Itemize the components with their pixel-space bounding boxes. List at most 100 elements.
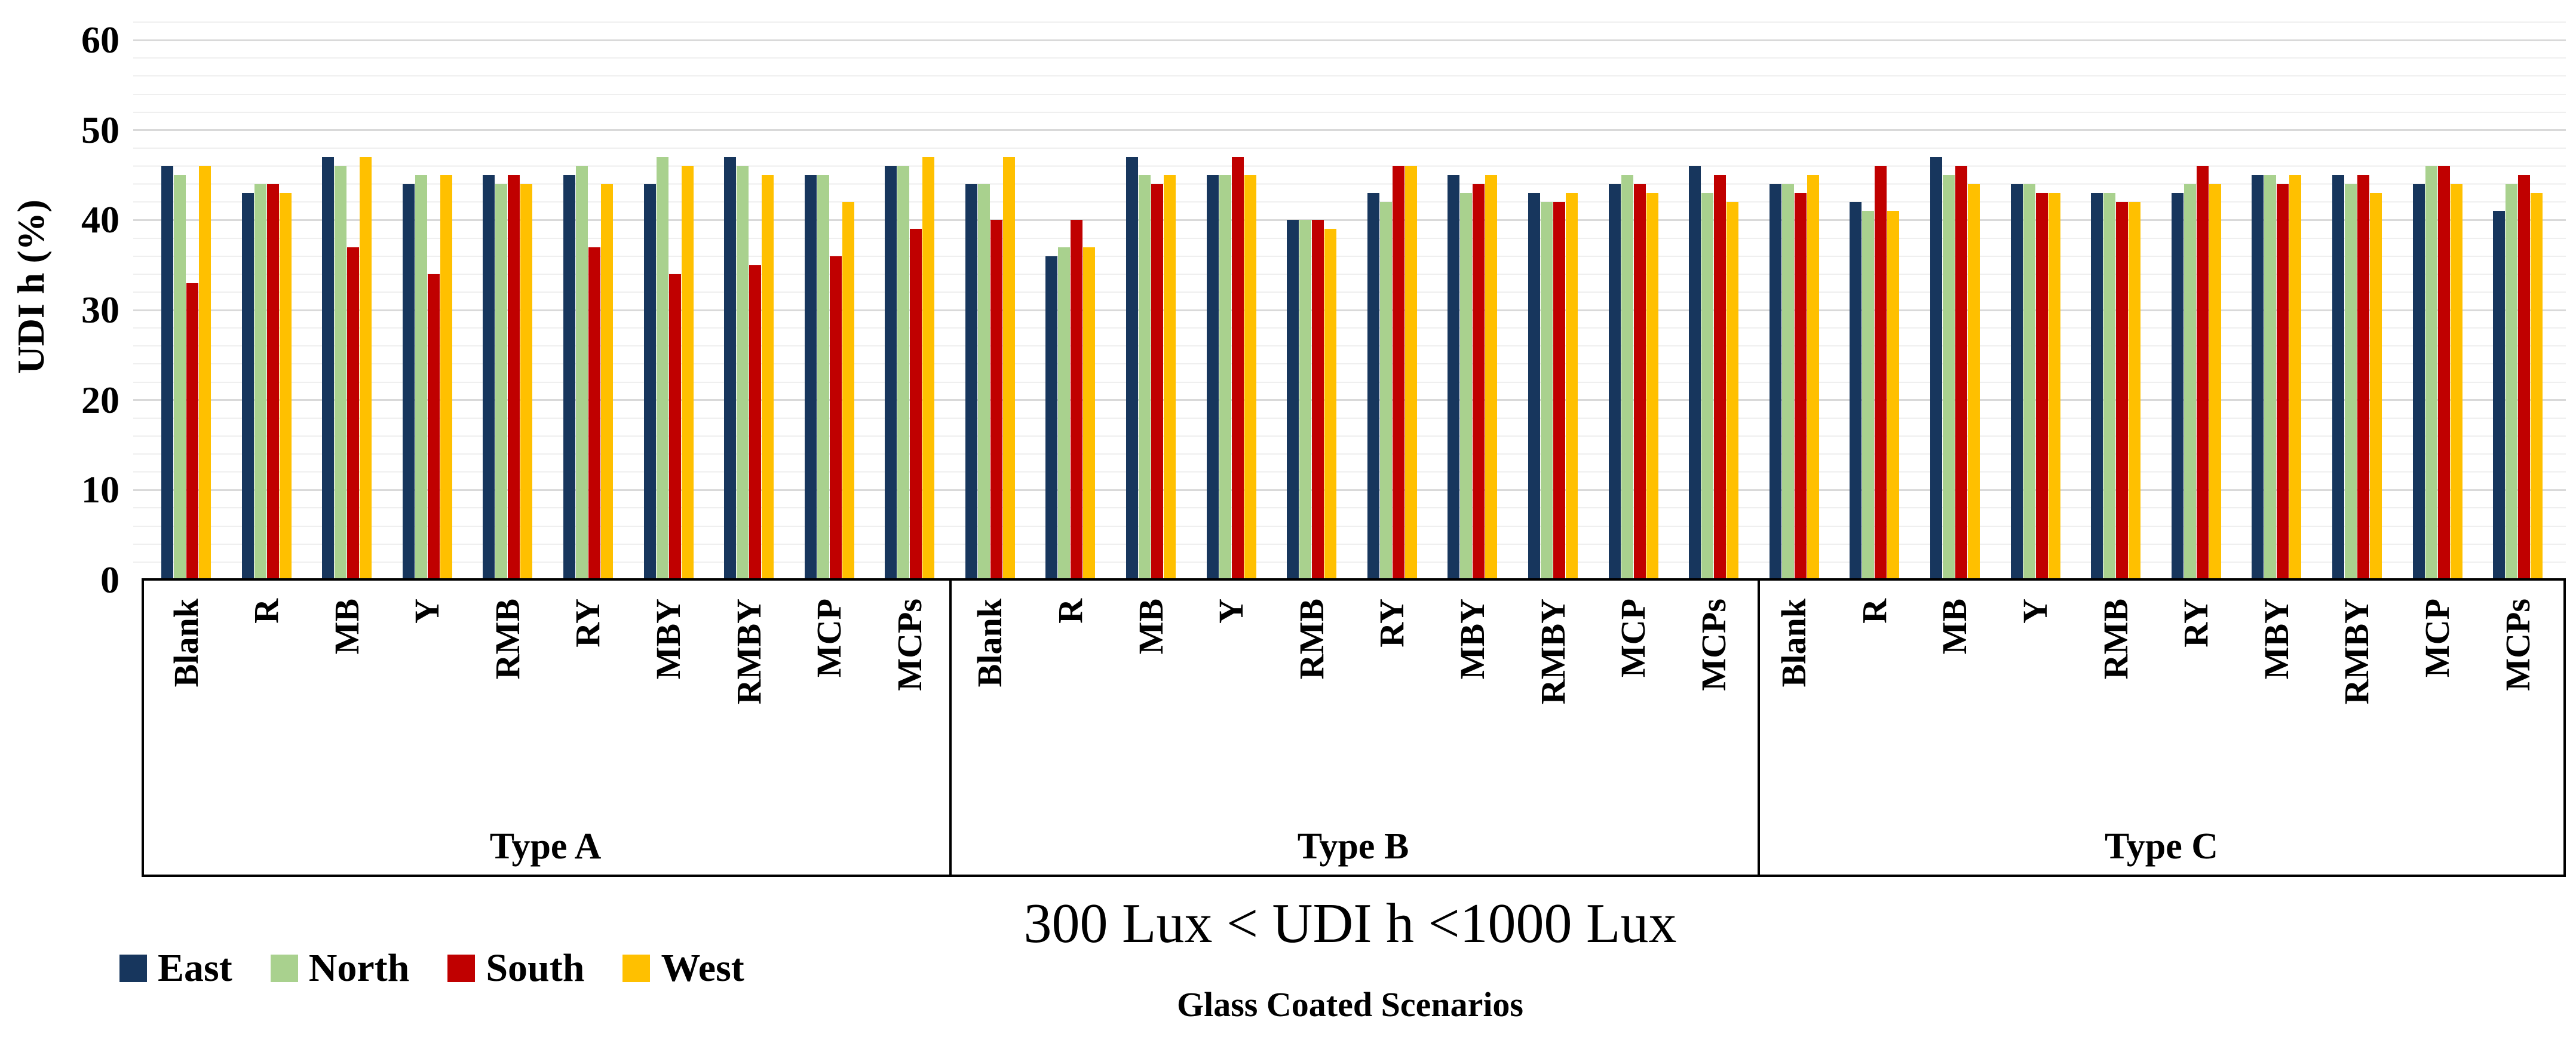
- category-label-mcp: MCP: [1614, 599, 1653, 678]
- bar-north-rmby-type-c: [2344, 184, 2357, 580]
- category-label-mcp: MCP: [809, 599, 849, 678]
- bar-west-mb-type-b: [1164, 175, 1176, 580]
- category-label-rmby: RMBY: [1533, 599, 1572, 705]
- category-label-rmb: RMB: [1292, 599, 1331, 680]
- bar-west-mcp-type-c: [2450, 184, 2462, 580]
- gridline: [133, 561, 2566, 563]
- category-label-mb: MB: [327, 599, 366, 655]
- bar-south-mcps-type-b: [1714, 175, 1726, 580]
- gridline: [133, 183, 2566, 185]
- bar-west-r-type-c: [1887, 211, 1900, 580]
- bar-south-ry-type-a: [588, 247, 600, 580]
- bar-west-r-type-b: [1083, 247, 1096, 580]
- legend-item-north: North: [270, 949, 409, 988]
- bar-south-mcps-type-a: [910, 229, 922, 580]
- category-label-mby: MBY: [649, 599, 688, 680]
- bar-south-rmby-type-b: [1553, 202, 1566, 580]
- bar-north-ry-type-a: [575, 166, 588, 580]
- bar-south-r-type-b: [1071, 220, 1083, 580]
- category-label-ry: RY: [1372, 599, 1412, 648]
- bar-north-rmb-type-b: [1299, 220, 1312, 580]
- category-label-r: R: [247, 599, 286, 624]
- category-label-blank: Blank: [166, 599, 206, 688]
- bar-south-mcp-type-a: [829, 256, 842, 580]
- bar-north-mby-type-c: [2264, 175, 2277, 580]
- bar-south-mb-type-b: [1151, 184, 1164, 580]
- bar-north-mcps-type-c: [2506, 184, 2518, 580]
- bar-north-blank-type-a: [174, 175, 186, 580]
- gridline: [133, 327, 2566, 329]
- bar-east-blank-type-b: [965, 184, 977, 580]
- bar-south-y-type-b: [1231, 157, 1244, 580]
- bar-east-y-type-a: [402, 184, 415, 580]
- bar-east-r-type-c: [1850, 202, 1862, 580]
- y-tick-label: 50: [81, 108, 119, 151]
- chart-caption: 300 Lux < UDI h <1000 Lux: [1023, 892, 1677, 955]
- bar-west-rmby-type-c: [2369, 193, 2382, 580]
- gridline: [133, 453, 2566, 455]
- bar-west-mb-type-c: [1967, 184, 1980, 580]
- gridline: [133, 201, 2566, 203]
- category-label-mb: MB: [1131, 599, 1170, 655]
- gridline: [133, 525, 2566, 527]
- x-axis-title: Glass Coated Scenarios: [1177, 985, 1523, 1024]
- bar-east-mb-type-b: [1126, 157, 1139, 580]
- bar-east-mb-type-a: [322, 157, 335, 580]
- bar-north-ry-type-c: [2184, 184, 2196, 580]
- bar-west-rmb-type-c: [2129, 202, 2141, 580]
- category-label-r: R: [1854, 599, 1894, 624]
- bar-north-r-type-a: [254, 184, 266, 580]
- bar-east-y-type-c: [2010, 184, 2023, 580]
- bar-north-r-type-b: [1058, 247, 1071, 580]
- gridline: [133, 219, 2566, 221]
- category-label-mby: MBY: [1452, 599, 1492, 680]
- bar-south-rmby-type-a: [749, 265, 762, 580]
- bar-west-ry-type-b: [1404, 166, 1417, 580]
- bar-south-ry-type-b: [1392, 166, 1404, 580]
- y-tick-label: 0: [100, 559, 119, 601]
- gridline: [133, 489, 2566, 491]
- gridline: [133, 39, 2566, 41]
- category-box: [142, 578, 2566, 877]
- bar-north-mby-type-a: [656, 157, 668, 580]
- y-tick-label: 40: [81, 198, 119, 241]
- bar-east-mcp-type-a: [804, 175, 817, 580]
- gridline: [133, 507, 2566, 509]
- legend-label: West: [661, 946, 744, 990]
- category-label-rmb: RMB: [2096, 599, 2135, 680]
- bar-south-mb-type-a: [347, 247, 360, 580]
- gridline: [133, 165, 2566, 167]
- legend-swatch-west: [622, 955, 651, 982]
- bar-west-mby-type-b: [1485, 175, 1498, 580]
- bar-west-ry-type-a: [600, 184, 613, 580]
- bar-east-ry-type-b: [1367, 193, 1379, 580]
- legend-item-east: East: [119, 949, 232, 988]
- bar-south-blank-type-b: [990, 220, 1002, 580]
- bar-south-r-type-c: [1875, 166, 1887, 580]
- bar-east-mb-type-c: [1930, 157, 1942, 580]
- type-section-label: Type B: [1297, 826, 1409, 867]
- gridline: [133, 255, 2566, 257]
- bar-south-mby-type-c: [2277, 184, 2289, 580]
- bar-south-mcp-type-c: [2437, 166, 2450, 580]
- bar-west-mby-type-a: [681, 166, 694, 580]
- gridline: [133, 417, 2566, 419]
- bar-south-blank-type-a: [186, 283, 198, 580]
- bar-east-mcps-type-b: [1689, 166, 1701, 580]
- bar-west-mcps-type-c: [2531, 193, 2543, 580]
- section-divider: [1758, 578, 1760, 877]
- gridline: [133, 363, 2566, 365]
- bar-north-y-type-a: [415, 175, 427, 580]
- bar-west-rmby-type-b: [1566, 193, 1578, 580]
- bar-north-mb-type-c: [1942, 175, 1955, 580]
- bar-west-y-type-b: [1244, 175, 1256, 580]
- category-label-blank: Blank: [1774, 599, 1814, 688]
- bar-south-rmb-type-b: [1312, 220, 1324, 580]
- bar-south-rmb-type-c: [2116, 202, 2129, 580]
- category-label-y: Y: [2016, 599, 2055, 624]
- gridline: [133, 57, 2566, 59]
- y-tick-label: 30: [81, 289, 119, 332]
- category-label-y: Y: [1212, 599, 1251, 624]
- bar-west-r-type-a: [279, 193, 292, 580]
- bar-east-rmby-type-c: [2332, 175, 2344, 580]
